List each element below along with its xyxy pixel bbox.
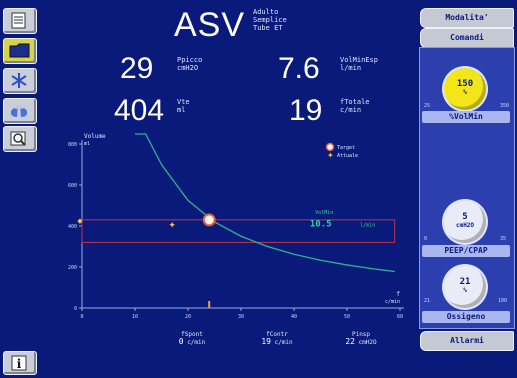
fspont-name: fSpont bbox=[181, 331, 203, 338]
volmin-curve-value: 10.5 bbox=[310, 219, 332, 229]
y-axis-label: Volume bbox=[84, 133, 106, 140]
peep-scale-max: 35 bbox=[500, 236, 507, 242]
allarmi-button[interactable]: Allarmi bbox=[420, 331, 514, 351]
x-axis-label: f bbox=[396, 291, 400, 298]
legend-actual-marker: ✦ bbox=[327, 151, 334, 160]
vte-unit: ml bbox=[177, 106, 186, 114]
volminesp-unit: l/min bbox=[340, 64, 362, 72]
fspont-readout: fSpont 0 c/min bbox=[168, 331, 216, 346]
ventilation-mode: ASV bbox=[174, 6, 246, 44]
svg-text:i: i bbox=[17, 357, 22, 371]
ppicco-label: Ppicco cmH2O bbox=[177, 56, 202, 72]
x-tick-label: 20 bbox=[185, 314, 191, 320]
lungs-icon[interactable] bbox=[3, 98, 37, 124]
document-icon[interactable] bbox=[3, 8, 37, 34]
snowflake-icon[interactable] bbox=[3, 68, 37, 94]
comandi-button[interactable]: Comandi bbox=[420, 28, 514, 48]
peep-knob[interactable]: 5 cmH2O bbox=[444, 201, 486, 243]
patient-info: Adulto Semplice Tube ET bbox=[253, 8, 287, 32]
modalita-button[interactable]: Modalita' bbox=[420, 8, 514, 28]
pinsp-name: Pinsp bbox=[351, 331, 371, 338]
vte-name: Vte bbox=[177, 98, 190, 106]
peep-knob-label: PEEP/CPAP bbox=[422, 245, 510, 257]
x-tick-label: 0 bbox=[80, 314, 83, 320]
volminesp-name: VolMinEsp bbox=[340, 56, 378, 64]
target-box bbox=[81, 219, 396, 243]
fcontr-unit: c/min bbox=[274, 339, 293, 346]
fcontr-readout: fContr 19 c/min bbox=[250, 331, 304, 346]
x-tick-label: 10 bbox=[132, 314, 138, 320]
folder-icon[interactable] bbox=[3, 38, 37, 64]
fcontr-value: 19 bbox=[261, 337, 271, 346]
y-axis-unit: ml bbox=[84, 141, 90, 147]
ftotale-value: 19 bbox=[289, 94, 323, 127]
peep-knob-unit: cmH2O bbox=[455, 222, 475, 229]
vte-label: Vte ml bbox=[177, 98, 190, 114]
x-tick-label: 60 bbox=[397, 314, 403, 320]
x-tick-label: 40 bbox=[291, 314, 297, 320]
x-tick-label: 30 bbox=[238, 314, 244, 320]
vte-value: 404 bbox=[114, 94, 165, 127]
y-tick-label: 0 bbox=[74, 306, 77, 312]
volmin-scale-min: 25 bbox=[424, 103, 431, 109]
ppicco-name: Ppicco bbox=[177, 56, 203, 64]
patient-type: Adulto bbox=[253, 8, 279, 16]
target-point bbox=[202, 213, 216, 227]
ftotale-name: fTotale bbox=[340, 98, 370, 106]
volmin-curve-label: VolMin bbox=[315, 210, 333, 216]
patient-tube: Tube ET bbox=[253, 24, 283, 32]
oxygen-knob-value: 21 bbox=[459, 277, 471, 287]
fspont-unit: c/min bbox=[187, 339, 206, 346]
volminesp-value: 7.6 bbox=[278, 52, 320, 85]
y-tick-label: 600 bbox=[68, 183, 77, 189]
legend-target-marker bbox=[325, 142, 335, 152]
x-axis-unit: c/min bbox=[385, 299, 400, 305]
pinsp-value: 22 bbox=[345, 337, 355, 346]
volmin-curve bbox=[135, 133, 395, 273]
ppicco-unit: cmH2O bbox=[177, 64, 199, 72]
pinsp-unit: cmH2O bbox=[358, 339, 377, 346]
y-tick-label: 200 bbox=[68, 265, 77, 271]
oxygen-scale-min: 21 bbox=[424, 298, 431, 304]
oxygen-knob-unit: % bbox=[463, 287, 467, 294]
y-tick-label: 800 bbox=[68, 142, 77, 148]
ftotale-unit: c/min bbox=[340, 106, 362, 114]
volmin-curve-unit: l/min bbox=[360, 222, 375, 228]
fspont-value: 0 bbox=[178, 337, 184, 346]
actual-point: ✦ bbox=[168, 221, 176, 231]
y-axis-marker: ◆ bbox=[77, 217, 83, 225]
info-icon[interactable]: i bbox=[3, 351, 37, 375]
volmin-knob-value: 150 bbox=[456, 79, 474, 89]
volmin-scale-max: 350 bbox=[500, 103, 510, 109]
pinsp-readout: Pinsp 22 cmH2O bbox=[334, 331, 388, 346]
legend-target-label: Target bbox=[337, 145, 355, 151]
y-tick-label: 400 bbox=[68, 224, 77, 230]
patient-mode: Semplice bbox=[253, 16, 287, 24]
ftotale-label: fTotale c/min bbox=[340, 98, 370, 114]
oxygen-knob-label: Ossigeno bbox=[422, 311, 510, 323]
x-tick-label: 50 bbox=[344, 314, 350, 320]
volmin-knob-label: %VolMin bbox=[422, 111, 510, 123]
volminesp-label: VolMinEsp l/min bbox=[340, 56, 378, 72]
peep-scale-min: 0 bbox=[424, 236, 428, 242]
ppicco-value: 29 bbox=[120, 52, 154, 85]
fcontr-name: fContr bbox=[266, 331, 288, 338]
volmin-knob-unit: % bbox=[463, 89, 467, 96]
peep-knob-value: 5 bbox=[462, 212, 468, 222]
legend-actual-label: Attuale bbox=[337, 153, 358, 159]
volmin-knob[interactable]: 150% bbox=[444, 68, 486, 110]
oxygen-knob[interactable]: 21% bbox=[444, 266, 486, 308]
zoom-icon[interactable] bbox=[3, 126, 37, 152]
oxygen-scale-max: 100 bbox=[498, 298, 508, 304]
